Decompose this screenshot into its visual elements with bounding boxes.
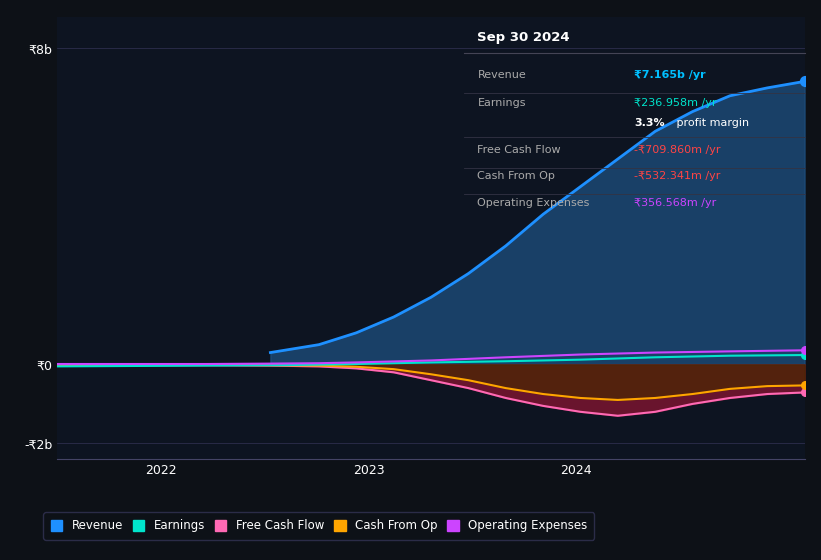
- Point: [798, 381, 811, 390]
- Text: Revenue: Revenue: [478, 71, 526, 81]
- Text: Cash From Op: Cash From Op: [478, 171, 555, 181]
- Legend: Revenue, Earnings, Free Cash Flow, Cash From Op, Operating Expenses: Revenue, Earnings, Free Cash Flow, Cash …: [44, 512, 594, 540]
- Text: Operating Expenses: Operating Expenses: [478, 198, 589, 208]
- Point: [798, 351, 811, 360]
- Text: ₹7.165b /yr: ₹7.165b /yr: [635, 71, 706, 81]
- Point: [798, 346, 811, 355]
- Point: [798, 388, 811, 397]
- Text: -₹532.341m /yr: -₹532.341m /yr: [635, 171, 721, 181]
- Text: 3.3%: 3.3%: [635, 118, 665, 128]
- Text: profit margin: profit margin: [673, 118, 750, 128]
- Text: -₹709.860m /yr: -₹709.860m /yr: [635, 145, 721, 155]
- Text: ₹356.568m /yr: ₹356.568m /yr: [635, 198, 717, 208]
- Point: [798, 77, 811, 86]
- Text: Earnings: Earnings: [478, 99, 526, 108]
- Text: Free Cash Flow: Free Cash Flow: [478, 145, 561, 155]
- Text: Sep 30 2024: Sep 30 2024: [478, 31, 570, 44]
- Text: ₹236.958m /yr: ₹236.958m /yr: [635, 99, 717, 108]
